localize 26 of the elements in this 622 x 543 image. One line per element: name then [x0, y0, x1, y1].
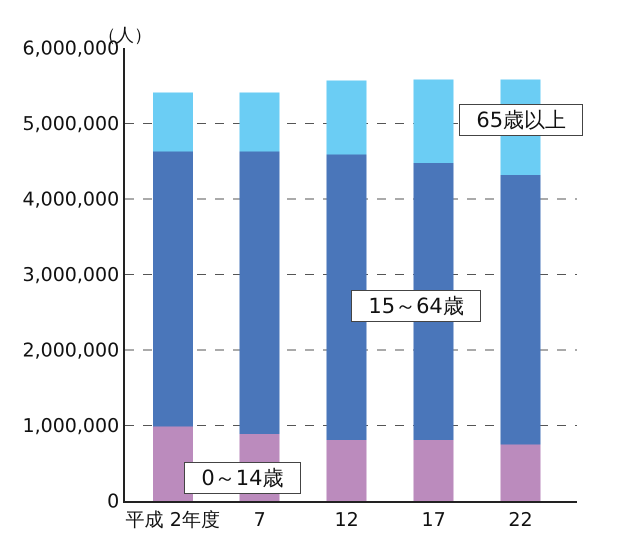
- y-tick-label: 3,000,000: [22, 264, 120, 286]
- bar: [326, 80, 367, 154]
- y-tick-label: 5,000,000: [22, 113, 120, 136]
- x-tick-label: 7: [254, 508, 266, 531]
- bar: [240, 92, 280, 152]
- series-label: 65歳以上: [463, 108, 580, 132]
- series-label: 15～64歳: [355, 294, 478, 318]
- y-tick-label: 0: [107, 490, 120, 513]
- x-tick-label: 17: [421, 508, 446, 531]
- bar: [500, 174, 540, 444]
- series-label: 0～14歳: [188, 466, 297, 490]
- bar: [414, 80, 454, 163]
- x-tick-label: 22: [508, 508, 533, 531]
- y-tick-label: 2,000,000: [22, 340, 120, 362]
- y-tick-label: 1,000,000: [22, 415, 120, 438]
- bar: [152, 151, 193, 426]
- bar: [326, 154, 367, 440]
- bar: [152, 92, 193, 152]
- bar: [326, 440, 367, 501]
- bar: [240, 151, 280, 434]
- bar: [414, 440, 454, 501]
- y-tick-label: 4,000,000: [22, 188, 120, 211]
- x-tick-label: 平成 2年度: [126, 508, 220, 531]
- bar: [500, 444, 540, 501]
- x-tick-label: 12: [334, 508, 359, 531]
- bar: [152, 426, 193, 501]
